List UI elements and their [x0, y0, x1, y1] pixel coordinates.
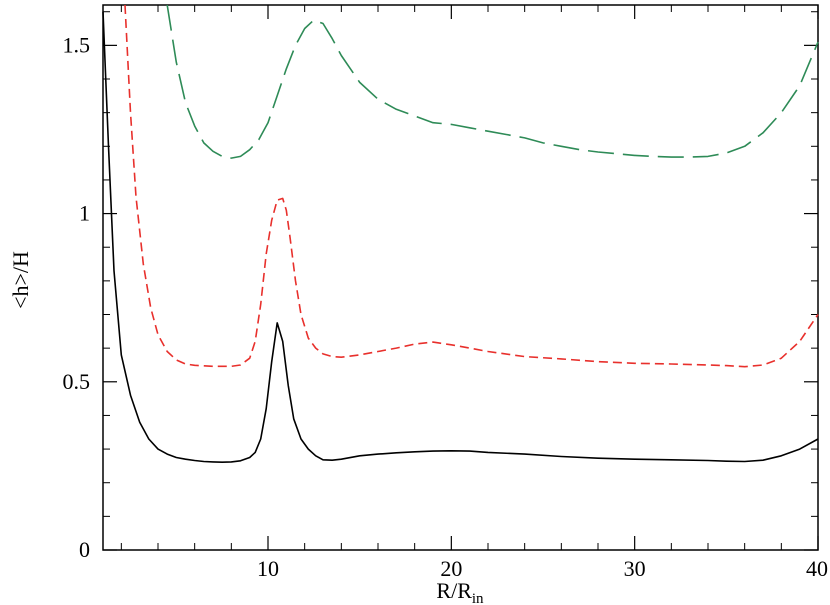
y-tick-label: 1 [79, 201, 90, 226]
series-line-1 [102, 11, 819, 463]
y-tick-label: 0.5 [63, 369, 91, 394]
x-tick-label: 30 [624, 556, 646, 581]
x-axis-label-main: R/R [436, 578, 472, 603]
x-tick-label: 20 [440, 556, 462, 581]
series-line-3 [166, 4, 819, 159]
y-tick-label: 1.5 [63, 32, 91, 57]
y-tick-label: 0 [79, 537, 90, 562]
x-tick-labels: 10 20 30 40 [257, 556, 828, 581]
y-axis-label: <h>/H [8, 251, 33, 309]
x-axis-label-subscript: in [472, 591, 484, 605]
major-ticks [103, 5, 819, 551]
y-tick-labels: 0 0.5 1 1.5 [63, 32, 91, 562]
series-line-2 [124, 4, 819, 368]
x-axis-label: R/Rin [436, 578, 484, 605]
plot-frame [102, 4, 819, 551]
series-lines [102, 4, 819, 463]
x-tick-label: 40 [806, 556, 828, 581]
minor-ticks [103, 5, 818, 550]
x-tick-label: 10 [257, 556, 279, 581]
